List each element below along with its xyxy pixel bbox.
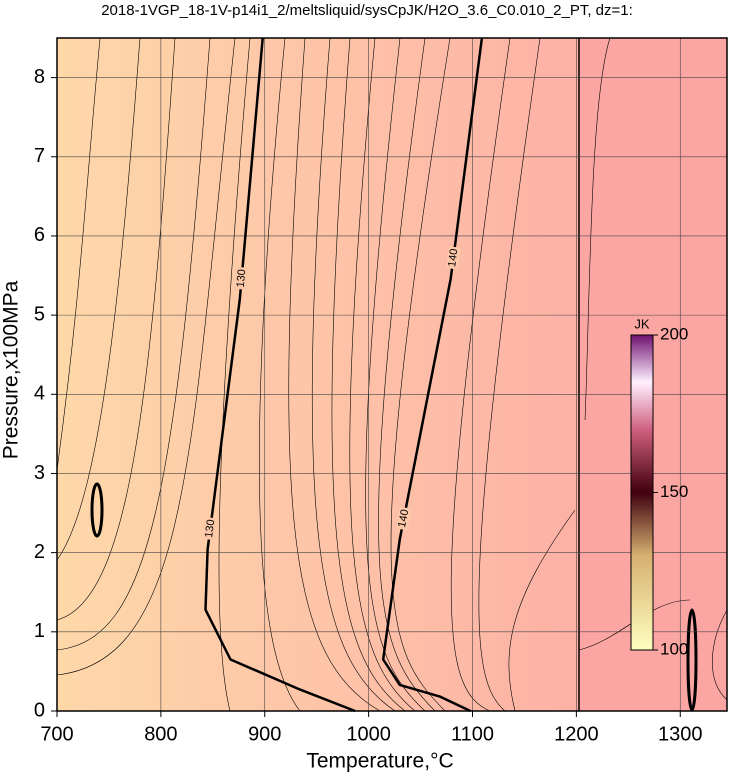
y-axis-label: Pressure,x100MPa bbox=[0, 280, 23, 459]
contour-label-bg bbox=[395, 506, 412, 531]
minor-contours bbox=[56, 37, 728, 712]
marker-cluster bbox=[90, 482, 104, 538]
contour-line-minor bbox=[712, 609, 728, 701]
x-tick-label: 700 bbox=[40, 723, 73, 745]
contour-line bbox=[204, 37, 356, 713]
contour-line-minor bbox=[56, 37, 211, 651]
colorbar-tick-label: 100 bbox=[660, 639, 688, 658]
plot-frame bbox=[56, 37, 728, 712]
contour-line-minor bbox=[584, 37, 611, 421]
contour-line-minor bbox=[288, 37, 381, 712]
contour-label: 140 bbox=[446, 246, 461, 270]
contour-line-minor bbox=[311, 37, 396, 712]
colorbar-tick-label: 150 bbox=[660, 482, 688, 501]
y-tick-label: 4 bbox=[34, 383, 45, 405]
x-tick-label: 900 bbox=[248, 723, 281, 745]
contour-label-bg bbox=[446, 246, 461, 270]
chart-title: 2018-1VGP_18-1V-p14i1_2/meltsliquid/sysC… bbox=[101, 2, 633, 19]
y-tick-label: 0 bbox=[34, 699, 45, 721]
contour-line-minor bbox=[349, 37, 416, 712]
contour-line-minor bbox=[390, 37, 451, 712]
contour-line-minor bbox=[378, 37, 436, 712]
y-tick-label: 5 bbox=[34, 303, 45, 325]
x-tick-label: 800 bbox=[144, 723, 177, 745]
contour-line-minor bbox=[56, 37, 141, 561]
contour-line-minor bbox=[218, 37, 251, 712]
colorbar-tick-label: 200 bbox=[660, 324, 688, 343]
contour-label: 130 bbox=[202, 516, 218, 541]
y-tick-label: 2 bbox=[34, 541, 45, 563]
contours: 130 130 140 140 bbox=[202, 37, 484, 713]
x-tick-label: 1300 bbox=[658, 723, 703, 745]
contour-line-minor bbox=[478, 37, 541, 712]
marker-cluster bbox=[686, 608, 698, 712]
plot-background bbox=[57, 38, 579, 711]
contour-label-text: 140 bbox=[396, 508, 411, 528]
contour-label-bg bbox=[202, 516, 218, 541]
contour-line-minor bbox=[56, 37, 101, 471]
contour-line-minor bbox=[508, 509, 576, 712]
contour-line-minor bbox=[56, 37, 236, 676]
y-tick-label: 8 bbox=[34, 66, 45, 88]
contour-label-bg bbox=[234, 266, 249, 290]
x-tick-label: 1100 bbox=[451, 723, 494, 745]
contour-label: 130 bbox=[234, 266, 249, 290]
x-axis-label: Temperature,°C bbox=[306, 750, 453, 773]
contour-line-minor bbox=[450, 37, 511, 712]
contour-line bbox=[381, 37, 484, 713]
colorbar-label: JK bbox=[634, 316, 650, 331]
contour-line-minor bbox=[56, 37, 176, 621]
y-tick-label: 3 bbox=[34, 462, 45, 484]
contour-label-text: 140 bbox=[446, 248, 460, 268]
colorbar bbox=[630, 334, 654, 651]
y-tick-label: 6 bbox=[34, 224, 45, 246]
x-tick-label: 1000 bbox=[346, 723, 391, 745]
y-tick-label: 1 bbox=[34, 620, 45, 642]
contour-label: 140 bbox=[395, 506, 412, 531]
y-tick-label: 7 bbox=[34, 145, 45, 167]
contour-label-text: 130 bbox=[235, 269, 249, 288]
x-tick-label: 1200 bbox=[554, 723, 599, 745]
contour-label-text: 130 bbox=[203, 519, 217, 539]
